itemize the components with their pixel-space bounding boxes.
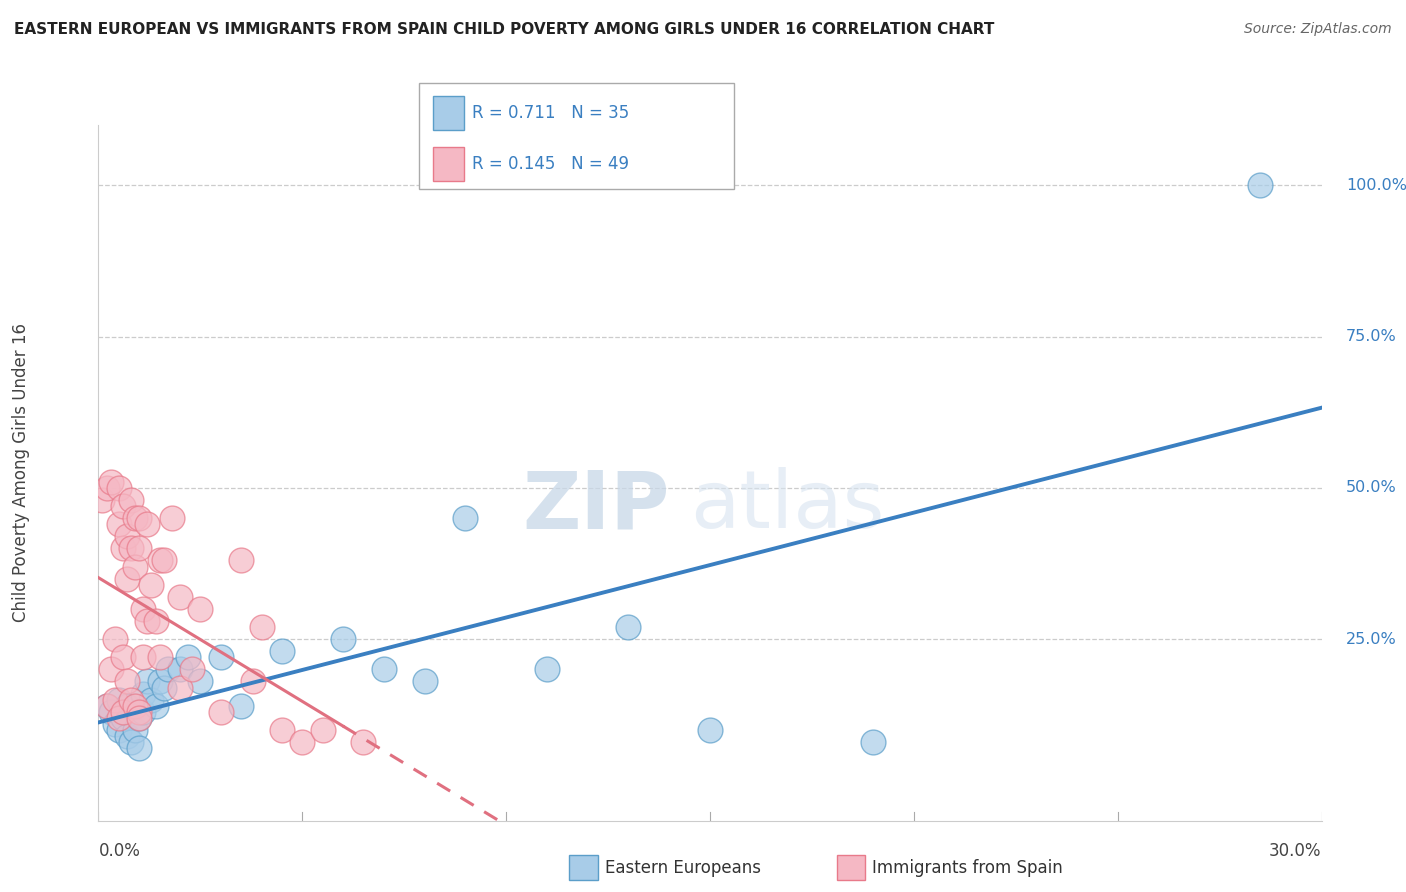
Point bbox=[152, 681, 174, 695]
Point bbox=[111, 650, 134, 665]
Point bbox=[160, 511, 183, 525]
Point bbox=[136, 674, 159, 689]
Point bbox=[124, 723, 146, 737]
Point bbox=[132, 650, 155, 665]
Point bbox=[132, 602, 155, 616]
Point bbox=[91, 493, 114, 508]
Text: Immigrants from Spain: Immigrants from Spain bbox=[872, 859, 1063, 877]
Point bbox=[111, 711, 134, 725]
Point bbox=[188, 602, 212, 616]
Point bbox=[169, 662, 191, 676]
Point bbox=[108, 711, 131, 725]
Text: Child Poverty Among Girls Under 16: Child Poverty Among Girls Under 16 bbox=[13, 323, 30, 623]
Point bbox=[124, 559, 146, 574]
Point bbox=[96, 698, 118, 713]
Point bbox=[104, 692, 127, 706]
Point bbox=[270, 723, 294, 737]
Point bbox=[231, 553, 253, 567]
Point bbox=[270, 644, 294, 658]
Text: 100.0%: 100.0% bbox=[1346, 178, 1406, 193]
Point bbox=[111, 541, 134, 556]
Point bbox=[152, 553, 174, 567]
Point bbox=[413, 674, 436, 689]
Point bbox=[145, 614, 167, 628]
Point bbox=[128, 541, 150, 556]
Point bbox=[617, 620, 640, 634]
Point bbox=[128, 705, 150, 719]
Point bbox=[332, 632, 354, 647]
Point bbox=[132, 687, 155, 701]
Point bbox=[120, 493, 142, 508]
Point bbox=[124, 511, 146, 525]
Point bbox=[250, 620, 273, 634]
Point bbox=[132, 705, 155, 719]
Point bbox=[100, 705, 122, 719]
Point bbox=[108, 481, 131, 495]
Text: Source: ZipAtlas.com: Source: ZipAtlas.com bbox=[1244, 22, 1392, 37]
Point bbox=[242, 674, 264, 689]
Point bbox=[699, 723, 721, 737]
Point bbox=[209, 650, 232, 665]
Point bbox=[188, 674, 212, 689]
Text: R = 0.711   N = 35: R = 0.711 N = 35 bbox=[472, 103, 630, 121]
Point bbox=[149, 674, 172, 689]
Point bbox=[373, 662, 395, 676]
Point bbox=[291, 735, 314, 749]
Point bbox=[115, 729, 138, 743]
Text: atlas: atlas bbox=[690, 467, 884, 545]
Point bbox=[1249, 178, 1271, 193]
Text: 50.0%: 50.0% bbox=[1346, 481, 1396, 495]
Point bbox=[115, 698, 138, 713]
Point bbox=[111, 499, 134, 513]
Text: EASTERN EUROPEAN VS IMMIGRANTS FROM SPAIN CHILD POVERTY AMONG GIRLS UNDER 16 COR: EASTERN EUROPEAN VS IMMIGRANTS FROM SPAI… bbox=[14, 22, 994, 37]
Point bbox=[352, 735, 374, 749]
Point bbox=[115, 529, 138, 543]
Point bbox=[454, 511, 477, 525]
Point bbox=[128, 741, 150, 756]
Point bbox=[141, 577, 163, 591]
Point bbox=[108, 723, 131, 737]
Point bbox=[124, 698, 146, 713]
Point bbox=[120, 735, 142, 749]
Point bbox=[115, 572, 138, 586]
Point bbox=[209, 705, 232, 719]
Point bbox=[104, 632, 127, 647]
Point bbox=[100, 662, 122, 676]
Point bbox=[181, 662, 204, 676]
Point bbox=[862, 735, 884, 749]
Point bbox=[120, 541, 142, 556]
Point bbox=[149, 553, 172, 567]
Point bbox=[104, 716, 127, 731]
Point bbox=[128, 711, 150, 725]
Point bbox=[111, 705, 134, 719]
Point bbox=[115, 674, 138, 689]
Point bbox=[108, 692, 131, 706]
Point bbox=[96, 481, 118, 495]
Point bbox=[169, 681, 191, 695]
Point bbox=[141, 692, 163, 706]
Point bbox=[145, 698, 167, 713]
Point bbox=[128, 711, 150, 725]
Point bbox=[312, 723, 335, 737]
Text: 75.0%: 75.0% bbox=[1346, 329, 1396, 344]
Point bbox=[536, 662, 558, 676]
Point bbox=[136, 614, 159, 628]
Text: 25.0%: 25.0% bbox=[1346, 632, 1396, 647]
Point bbox=[177, 650, 200, 665]
Text: Eastern Europeans: Eastern Europeans bbox=[605, 859, 761, 877]
Point bbox=[120, 692, 142, 706]
Point bbox=[128, 511, 150, 525]
Point bbox=[169, 590, 191, 604]
Point bbox=[108, 517, 131, 532]
Point bbox=[100, 475, 122, 489]
Text: R = 0.145   N = 49: R = 0.145 N = 49 bbox=[472, 155, 630, 173]
Text: 0.0%: 0.0% bbox=[98, 842, 141, 860]
Text: 30.0%: 30.0% bbox=[1270, 842, 1322, 860]
Point bbox=[149, 650, 172, 665]
Point bbox=[136, 517, 159, 532]
Text: ZIP: ZIP bbox=[522, 467, 669, 545]
Point bbox=[156, 662, 179, 676]
Point bbox=[96, 698, 118, 713]
Point bbox=[231, 698, 253, 713]
